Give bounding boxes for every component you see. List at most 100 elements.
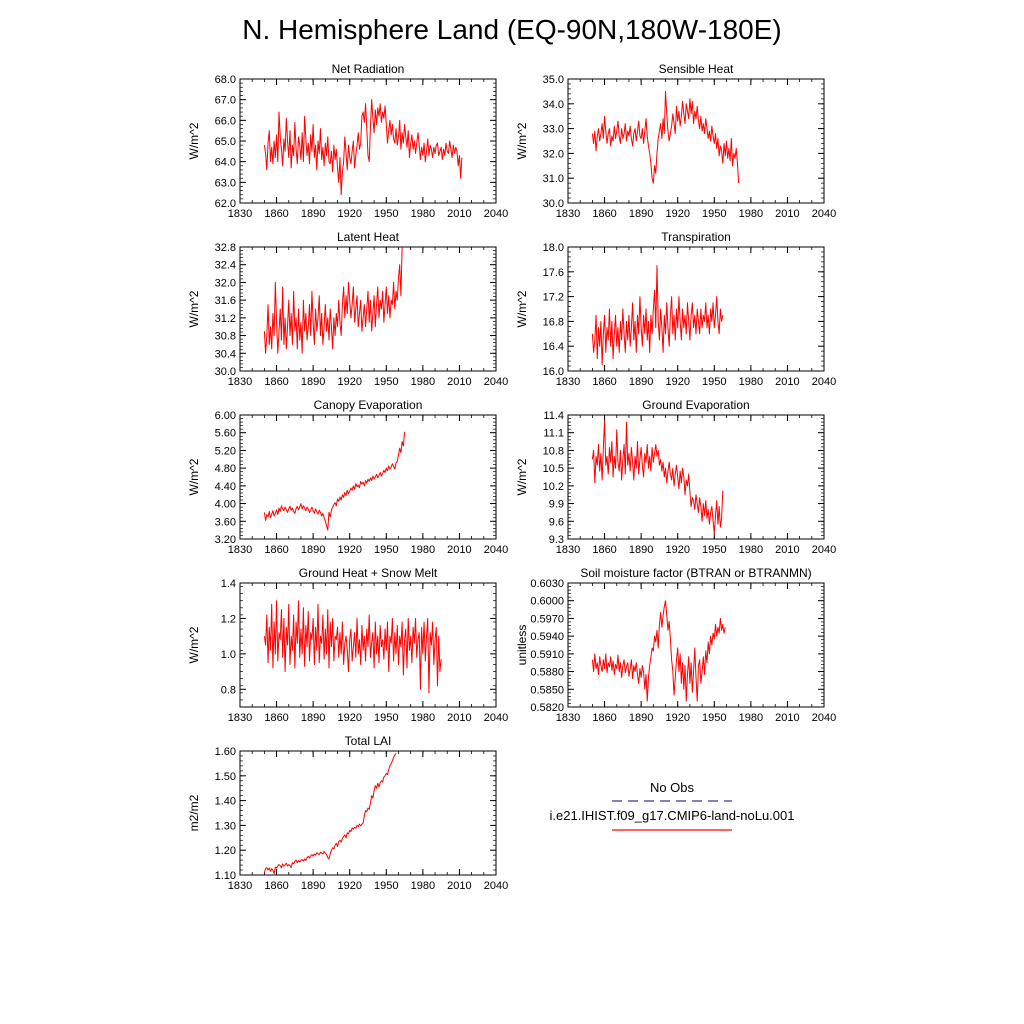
series-line bbox=[263, 99, 463, 196]
x-tick-label: 2010 bbox=[775, 712, 799, 724]
x-tick-label: 2040 bbox=[484, 376, 508, 388]
y-axis-label: W/m^2 bbox=[187, 458, 201, 495]
panel-title: Sensible Heat bbox=[659, 62, 734, 76]
x-tick-label: 1860 bbox=[264, 208, 288, 220]
y-axis-label: W/m^2 bbox=[515, 290, 529, 327]
y-tick-label: 1.20 bbox=[215, 845, 236, 857]
panel-title: Canopy Evaporation bbox=[314, 398, 423, 412]
chart-panel-4: Transpiration W/m^2 1830 1860 1890 1920 1950 19… bbox=[515, 230, 836, 388]
x-tick-label: 1920 bbox=[665, 544, 689, 556]
chart-panel-7: Ground Heat + Snow Melt W/m^2 1830 1860 1890… bbox=[187, 566, 508, 724]
y-tick-label: 17.2 bbox=[543, 292, 564, 304]
x-tick-label: 1920 bbox=[337, 880, 361, 892]
x-tick-label: 1830 bbox=[556, 208, 580, 220]
y-tick-label: 5.20 bbox=[215, 445, 236, 457]
series-line bbox=[263, 431, 406, 531]
x-tick-label: 1980 bbox=[739, 544, 763, 556]
x-tick-label: 1950 bbox=[702, 208, 726, 220]
figure-title: N. Hemisphere Land (EQ-90N,180W-180E) bbox=[242, 14, 782, 45]
y-tick-label: 0.6030 bbox=[530, 578, 564, 590]
y-tick-label: 32.8 bbox=[215, 242, 236, 254]
x-tick-label: 2010 bbox=[447, 376, 471, 388]
y-tick-label: 30.0 bbox=[215, 366, 236, 378]
x-tick-label: 1890 bbox=[301, 544, 325, 556]
y-tick-label: 34.0 bbox=[543, 99, 564, 111]
x-tick-label: 2040 bbox=[484, 544, 508, 556]
y-tick-label: 67.0 bbox=[215, 95, 236, 107]
x-tick-label: 1830 bbox=[556, 712, 580, 724]
x-tick-label: 1830 bbox=[556, 376, 580, 388]
y-tick-label: 0.5970 bbox=[530, 613, 564, 625]
chart-panel-8: Soil moisture factor (BTRAN or BTRANMN) u… bbox=[515, 566, 836, 724]
y-tick-label: 16.0 bbox=[543, 366, 564, 378]
panel-title: Latent Heat bbox=[337, 230, 400, 244]
y-axis-label: m2/m2 bbox=[187, 794, 201, 831]
y-tick-label: 66.0 bbox=[215, 115, 236, 127]
y-tick-label: 10.8 bbox=[543, 445, 564, 457]
chart-panel-6: Ground Evaporation W/m^2 1830 1860 1890 1920 1… bbox=[515, 398, 836, 556]
panel-title: Total LAI bbox=[345, 734, 392, 748]
y-tick-label: 0.5940 bbox=[530, 631, 564, 643]
y-tick-label: 11.1 bbox=[543, 428, 564, 440]
x-tick-label: 1950 bbox=[374, 376, 398, 388]
x-tick-label: 1980 bbox=[411, 376, 435, 388]
y-tick-label: 4.00 bbox=[215, 499, 236, 511]
x-tick-label: 1890 bbox=[301, 880, 325, 892]
x-tick-label: 1830 bbox=[228, 208, 252, 220]
x-tick-label: 1860 bbox=[592, 376, 616, 388]
panels-group: Net Radiation W/m^2 1830 1860 1890 1920 1950 19… bbox=[187, 62, 836, 892]
y-axis-label: unitless bbox=[515, 625, 529, 666]
plot-frame bbox=[567, 246, 825, 372]
plot-frame bbox=[567, 414, 825, 540]
x-tick-label: 1860 bbox=[264, 712, 288, 724]
x-tick-label: 1830 bbox=[228, 376, 252, 388]
y-tick-label: 1.0 bbox=[221, 649, 236, 661]
x-tick-label: 1920 bbox=[337, 376, 361, 388]
x-tick-label: 2010 bbox=[775, 376, 799, 388]
y-tick-label: 62.0 bbox=[215, 198, 236, 210]
x-tick-label: 1860 bbox=[592, 208, 616, 220]
x-tick-label: 1950 bbox=[374, 208, 398, 220]
x-tick-label: 1830 bbox=[228, 712, 252, 724]
y-tick-label: 9.3 bbox=[549, 534, 564, 546]
x-tick-label: 1950 bbox=[702, 712, 726, 724]
plot-frame bbox=[239, 750, 497, 876]
y-tick-label: 68.0 bbox=[215, 74, 236, 86]
chart-panel-9: Total LAI m2/m2 1830 1860 1890 1920 1950 1980 20… bbox=[187, 734, 508, 892]
y-tick-label: 3.60 bbox=[215, 516, 236, 528]
panel-title: Net Radiation bbox=[332, 62, 405, 76]
x-tick-label: 1920 bbox=[665, 376, 689, 388]
x-tick-label: 1920 bbox=[337, 712, 361, 724]
y-tick-label: 9.6 bbox=[549, 516, 564, 528]
y-tick-label: 1.30 bbox=[215, 820, 236, 832]
y-tick-label: 33.0 bbox=[543, 124, 564, 136]
y-tick-label: 10.2 bbox=[543, 481, 564, 493]
x-tick-label: 2010 bbox=[775, 208, 799, 220]
series-line bbox=[591, 600, 726, 702]
y-tick-label: 32.0 bbox=[543, 148, 564, 160]
x-tick-label: 1920 bbox=[665, 712, 689, 724]
panel-title: Ground Heat + Snow Melt bbox=[299, 566, 438, 580]
y-tick-label: 32.4 bbox=[215, 260, 236, 272]
y-axis-label: W/m^2 bbox=[187, 626, 201, 663]
y-tick-label: 1.40 bbox=[215, 796, 236, 808]
x-tick-label: 1950 bbox=[374, 880, 398, 892]
series-line bbox=[263, 600, 442, 694]
x-tick-label: 2010 bbox=[775, 544, 799, 556]
x-tick-label: 1920 bbox=[337, 544, 361, 556]
y-tick-label: 64.0 bbox=[215, 157, 236, 169]
y-tick-label: 1.4 bbox=[221, 578, 236, 590]
x-tick-label: 1860 bbox=[264, 544, 288, 556]
y-tick-label: 16.4 bbox=[543, 341, 564, 353]
y-tick-label: 0.5880 bbox=[530, 667, 564, 679]
x-tick-label: 1890 bbox=[629, 544, 653, 556]
x-tick-label: 1980 bbox=[411, 208, 435, 220]
x-tick-label: 1950 bbox=[702, 376, 726, 388]
x-tick-label: 1980 bbox=[411, 544, 435, 556]
x-tick-label: 1980 bbox=[739, 376, 763, 388]
x-tick-label: 1860 bbox=[592, 544, 616, 556]
plot-frame bbox=[239, 414, 497, 540]
y-tick-label: 17.6 bbox=[543, 267, 564, 279]
legend-model-label: i.e21.IHIST.f09_g17.CMIP6-land-noLu.001 bbox=[550, 808, 795, 823]
panel-title: Transpiration bbox=[661, 230, 731, 244]
